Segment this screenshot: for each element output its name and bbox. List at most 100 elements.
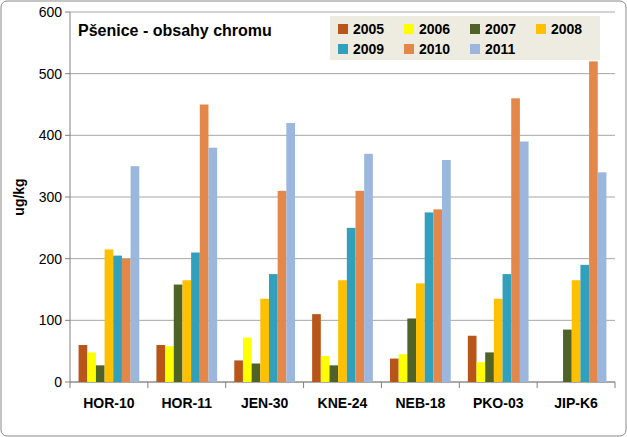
x-tick [70,382,71,388]
bar [79,345,88,382]
title: Pšenice - obsahy chromu [78,22,272,39]
legend-swatch [338,24,348,34]
legend-label: 2008 [551,21,582,37]
bar [286,123,295,382]
y-tick-label: 0 [54,374,62,390]
bar [433,209,442,382]
bar [165,346,174,382]
bar [321,356,330,382]
bar [252,364,261,383]
x-tick-label: PKO-03 [473,395,524,411]
grid-line [70,197,615,198]
y-tick-label: 500 [39,66,63,82]
y-tick [65,320,70,321]
bar [269,274,278,382]
bar [174,285,183,382]
y-tick [65,382,70,383]
legend-swatch [338,44,348,54]
bar [87,352,96,382]
chart: 0 100 200 300 400 500 600 ug/kg HOR-10 HOR-11 JEN-… [0,0,627,437]
y-tick-label: 400 [39,127,63,143]
bar [338,280,347,382]
y-tick-label: 100 [39,312,63,328]
x-tick [147,382,148,388]
bar [442,160,451,382]
bar [580,265,589,382]
grid-line [70,135,615,136]
bar [131,166,140,382]
bar [278,191,287,382]
legend-swatch [470,24,480,34]
bar [399,354,408,382]
bar [329,365,338,382]
bar [589,61,598,382]
bar [416,283,425,382]
bar [425,212,434,382]
x-tick-label: HOR-10 [83,395,135,411]
x-tick [381,382,382,388]
y-tick [65,73,70,74]
grid-line [70,258,615,259]
x-tick-label: KNE-24 [318,395,368,411]
x-tick [459,382,460,388]
bar [485,352,494,382]
bar [122,259,131,382]
bars [79,61,607,382]
bar [96,365,105,382]
x-tick-label: JIP-K6 [554,395,598,411]
legend-label: 2007 [485,21,516,37]
bar [200,105,209,383]
bar [520,142,529,383]
legend-label: 2006 [419,21,450,37]
bar [364,154,373,382]
grid-line [70,12,615,13]
legend-label: 2005 [353,21,384,37]
y-axis-label: ug/kg [11,178,27,215]
x-tick [615,382,616,388]
bar [260,299,269,382]
y-axis [70,12,71,382]
bar [572,280,581,382]
bar [191,253,200,383]
x-tick [537,382,538,388]
x-tick-label: HOR-11 [161,395,212,411]
y-tick [65,12,70,13]
bar [105,249,114,382]
bar [477,362,486,382]
bar [598,172,607,382]
legend-swatch [536,24,546,34]
legend-label: 2010 [419,41,450,57]
y-tick-label: 200 [39,251,63,267]
y-tick [65,258,70,259]
legend: 2005 2006 2007 2008 2009 2010 2011 [330,16,600,60]
bar [234,360,243,382]
bar [208,148,217,382]
bar [113,256,122,382]
bar [182,280,191,382]
x-tick-label: JEN-30 [241,395,289,411]
legend-swatch [470,44,480,54]
legend-swatch [404,24,414,34]
bar [494,299,503,382]
bar [407,318,416,382]
legend-box [330,16,600,60]
bar [511,98,520,382]
bar [390,359,399,382]
chart-frame [1,1,626,436]
bar [347,228,356,382]
x-tick [225,382,226,388]
legend-label: 2009 [353,41,384,57]
x-tick [303,382,304,388]
bar [563,330,572,382]
legend-swatch [404,44,414,54]
bar [468,336,477,382]
bar [312,314,321,382]
y-tick-label: 300 [39,189,63,205]
bar [503,274,512,382]
y-tick-label: 600 [39,4,63,20]
grid-line [70,73,615,74]
bar [243,338,252,382]
legend-label: 2011 [485,41,516,57]
y-tick [65,135,70,136]
y-tick [65,197,70,198]
